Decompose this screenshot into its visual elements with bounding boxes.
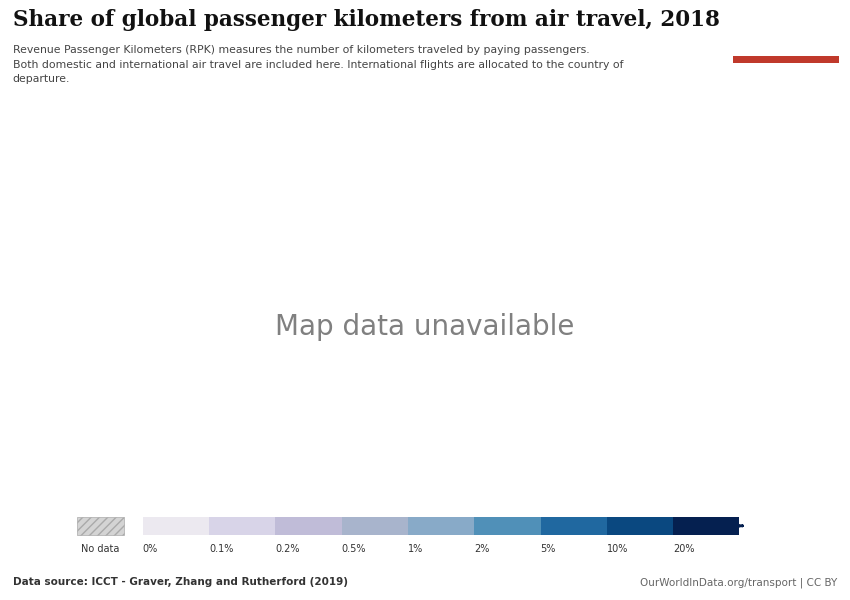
- Text: Revenue Passenger Kilometers (RPK) measures the number of kilometers traveled by: Revenue Passenger Kilometers (RPK) measu…: [13, 45, 589, 55]
- Text: 5%: 5%: [541, 544, 556, 554]
- Text: 20%: 20%: [673, 544, 694, 554]
- Bar: [607, 517, 673, 535]
- Bar: [76, 517, 124, 535]
- Text: 1%: 1%: [408, 544, 423, 554]
- Bar: [673, 517, 740, 535]
- Bar: [408, 517, 474, 535]
- Text: departure.: departure.: [13, 74, 70, 85]
- Text: 0%: 0%: [143, 544, 158, 554]
- Text: in Data: in Data: [765, 34, 808, 44]
- Bar: [143, 517, 209, 535]
- Bar: [474, 517, 541, 535]
- Text: OurWorldInData.org/transport | CC BY: OurWorldInData.org/transport | CC BY: [640, 577, 837, 588]
- Bar: [541, 517, 607, 535]
- Text: Map data unavailable: Map data unavailable: [275, 313, 575, 341]
- Text: 0.5%: 0.5%: [342, 544, 366, 554]
- Text: 0.2%: 0.2%: [275, 544, 300, 554]
- Text: 10%: 10%: [607, 544, 628, 554]
- Text: 0.1%: 0.1%: [209, 544, 234, 554]
- Text: Data source: ICCT - Graver, Zhang and Rutherford (2019): Data source: ICCT - Graver, Zhang and Ru…: [13, 577, 348, 587]
- Bar: [275, 517, 342, 535]
- Text: Both domestic and international air travel are included here. International flig: Both domestic and international air trav…: [13, 60, 623, 70]
- Text: Share of global passenger kilometers from air travel, 2018: Share of global passenger kilometers fro…: [13, 9, 720, 31]
- Bar: [209, 517, 275, 535]
- Bar: [733, 56, 839, 63]
- Bar: [342, 517, 408, 535]
- Text: No data: No data: [82, 544, 120, 554]
- Text: Our World: Our World: [756, 17, 816, 27]
- Text: 2%: 2%: [474, 544, 490, 554]
